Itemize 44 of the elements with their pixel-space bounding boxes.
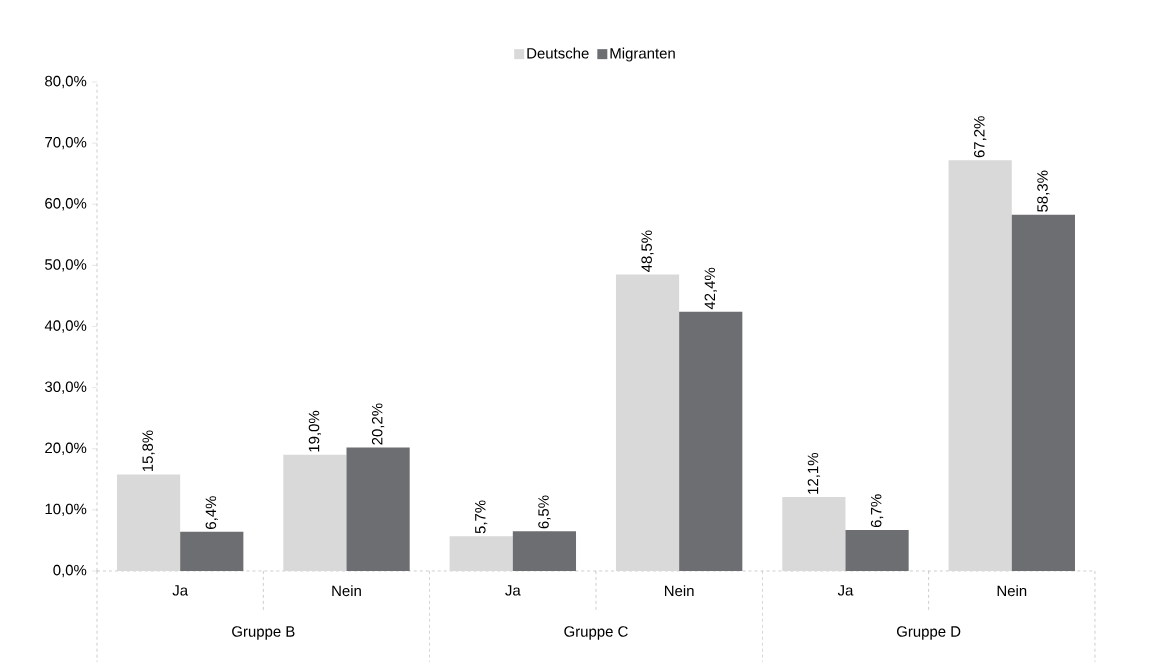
x-tick-label: Ja [505, 585, 521, 596]
data-label: 6,7% [870, 494, 884, 528]
data-label: 6,5% [538, 495, 551, 529]
bar [1011, 214, 1075, 571]
y-tick-label: 30,0% [45, 381, 87, 394]
legend-label: Migranten [610, 47, 675, 62]
bar [615, 274, 680, 571]
y-tick-label: 80,0% [45, 75, 87, 89]
data-label: 42,4% [704, 267, 717, 310]
text: Gruppe B [232, 626, 295, 640]
bar [283, 454, 347, 571]
data-label: 48,5% [641, 230, 654, 272]
bar [346, 447, 410, 571]
x-tick-label: Nein [664, 585, 694, 597]
bar [782, 497, 846, 571]
x-tick-label: Ja [172, 585, 189, 596]
y-tick-label: 70,0% [45, 136, 87, 150]
data-label: 19,0% [308, 410, 322, 452]
y-tick-label: 60,0% [45, 198, 87, 211]
data-label: 6,4% [205, 496, 218, 529]
bar [180, 531, 244, 571]
bar [116, 474, 181, 571]
x-tick-label: Ja [837, 585, 854, 596]
text: Gruppe D [896, 626, 961, 640]
bar [512, 531, 577, 571]
x-tick-label: Nein [332, 585, 361, 597]
x-tick-label: Nein [997, 585, 1027, 597]
data-label: 12,1% [807, 452, 821, 494]
data-label: 15,8% [142, 430, 155, 472]
y-tick-label: 40,0% [44, 320, 87, 333]
data-label: 5,7% [475, 500, 488, 534]
text: Gruppe C [564, 626, 628, 640]
y-tick-label: 50,0% [45, 259, 87, 272]
bar [449, 536, 513, 571]
y-tick-label: 0,0% [53, 564, 87, 578]
data-label: 67,2% [974, 116, 987, 158]
data-label: 58,3% [1037, 170, 1050, 212]
y-tick-label: 20,0% [45, 442, 87, 455]
legend-label: Deutsche [527, 47, 589, 59]
bar [948, 160, 1012, 571]
bar [679, 311, 743, 571]
bar [845, 530, 909, 571]
y-tick-label: 10,0% [45, 503, 87, 517]
data-label: 20,2% [371, 403, 385, 445]
